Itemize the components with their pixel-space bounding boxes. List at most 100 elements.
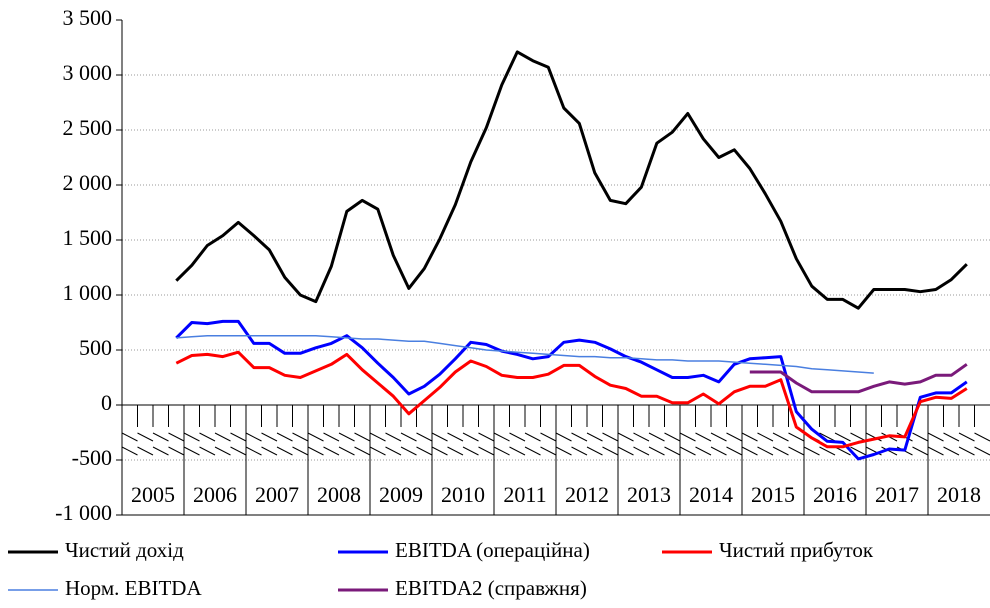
x-hatch — [974, 432, 990, 442]
x-hatch — [230, 432, 247, 442]
x-hatch — [292, 446, 309, 456]
year-label: 2005 — [131, 482, 175, 507]
x-hatch — [261, 446, 278, 456]
legend-label: Чистий дохід — [65, 538, 184, 562]
x-hatch — [757, 446, 774, 456]
x-hatch — [741, 446, 758, 456]
x-hatch — [540, 446, 557, 456]
year-label: 2007 — [255, 482, 299, 507]
x-hatch — [462, 432, 479, 442]
x-hatch — [214, 446, 231, 456]
x-hatch — [462, 446, 479, 456]
x-hatch — [168, 446, 185, 456]
x-hatch — [881, 446, 898, 456]
x-hatch — [416, 446, 433, 456]
legend: Чистий дохід EBITDA (операційна) Чистий пр… — [8, 538, 874, 600]
x-hatch — [586, 432, 603, 442]
year-label: 2006 — [193, 482, 237, 507]
x-hatch — [230, 446, 247, 456]
x-hatch — [617, 432, 634, 442]
x-hatch — [679, 446, 696, 456]
x-hatch — [648, 432, 665, 442]
x-hatch — [803, 446, 820, 456]
y-tick-label: -1 000 — [55, 500, 112, 525]
y-tick-label: 3 500 — [63, 5, 113, 30]
x-hatch — [788, 446, 805, 456]
x-hatch — [338, 432, 355, 442]
x-hatch — [664, 446, 681, 456]
x-hatch — [819, 432, 836, 442]
x-hatch — [121, 432, 138, 442]
legend-label: EBITDA (операційна) — [395, 538, 590, 562]
x-hatch — [245, 432, 262, 442]
x-hatch — [152, 446, 169, 456]
x-hatch — [509, 432, 526, 442]
x-hatch — [958, 446, 975, 456]
series-line — [176, 334, 874, 374]
x-hatch — [726, 432, 743, 442]
x-hatch — [400, 432, 417, 442]
x-hatch — [245, 446, 262, 456]
y-tick-label: 1 500 — [63, 225, 113, 250]
x-hatch — [571, 446, 588, 456]
year-label: 2013 — [627, 482, 671, 507]
x-hatch — [369, 432, 386, 442]
x-hatch — [695, 432, 712, 442]
x-hatch — [137, 432, 154, 442]
x-hatch — [757, 432, 774, 442]
year-label: 2012 — [565, 482, 609, 507]
year-label: 2018 — [937, 482, 981, 507]
x-hatch — [354, 446, 371, 456]
series-line — [175, 50, 968, 310]
legend-label: Чистий прибуток — [719, 538, 874, 562]
x-hatch — [276, 446, 293, 456]
x-hatch — [912, 446, 929, 456]
series-line — [175, 319, 968, 461]
y-tick-label: 2 000 — [63, 170, 113, 195]
x-hatch — [493, 446, 510, 456]
x-hatch — [137, 446, 154, 456]
x-hatch — [865, 432, 882, 442]
x-hatch — [183, 446, 200, 456]
x-hatch — [509, 446, 526, 456]
y-tick-label: -500 — [72, 445, 112, 470]
year-label: 2015 — [751, 482, 795, 507]
x-hatch — [927, 446, 944, 456]
x-hatch — [168, 432, 185, 442]
x-hatch — [121, 446, 138, 456]
x-hatch — [307, 432, 324, 442]
x-hatch — [943, 446, 960, 456]
x-hatch — [431, 432, 448, 442]
x-hatch — [524, 432, 541, 442]
x-hatch — [214, 432, 231, 442]
x-hatch — [369, 446, 386, 456]
x-hatch — [323, 432, 340, 442]
year-label: 2017 — [875, 482, 919, 507]
x-hatch — [679, 432, 696, 442]
year-label: 2014 — [689, 482, 733, 507]
x-hatch — [447, 432, 464, 442]
x-hatch — [927, 432, 944, 442]
x-hatch — [633, 432, 650, 442]
x-hatch — [555, 446, 572, 456]
x-hatch — [431, 446, 448, 456]
x-hatch — [788, 432, 805, 442]
x-hatch — [555, 432, 572, 442]
year-label: 2010 — [441, 482, 485, 507]
x-hatch — [741, 432, 758, 442]
x-hatch — [447, 446, 464, 456]
legend-label: EBITDA2 (справжня) — [395, 576, 587, 600]
x-hatch — [478, 432, 495, 442]
x-hatch — [400, 446, 417, 456]
y-tick-label: 500 — [79, 335, 112, 360]
y-tick-label: 3 000 — [63, 60, 113, 85]
x-hatch — [850, 432, 867, 442]
x-hatch — [385, 432, 402, 442]
x-hatch — [586, 446, 603, 456]
x-hatch — [648, 446, 665, 456]
x-hatch — [726, 446, 743, 456]
x-hatch — [695, 446, 712, 456]
x-hatch — [183, 432, 200, 442]
y-tick-label: 1 000 — [63, 280, 113, 305]
